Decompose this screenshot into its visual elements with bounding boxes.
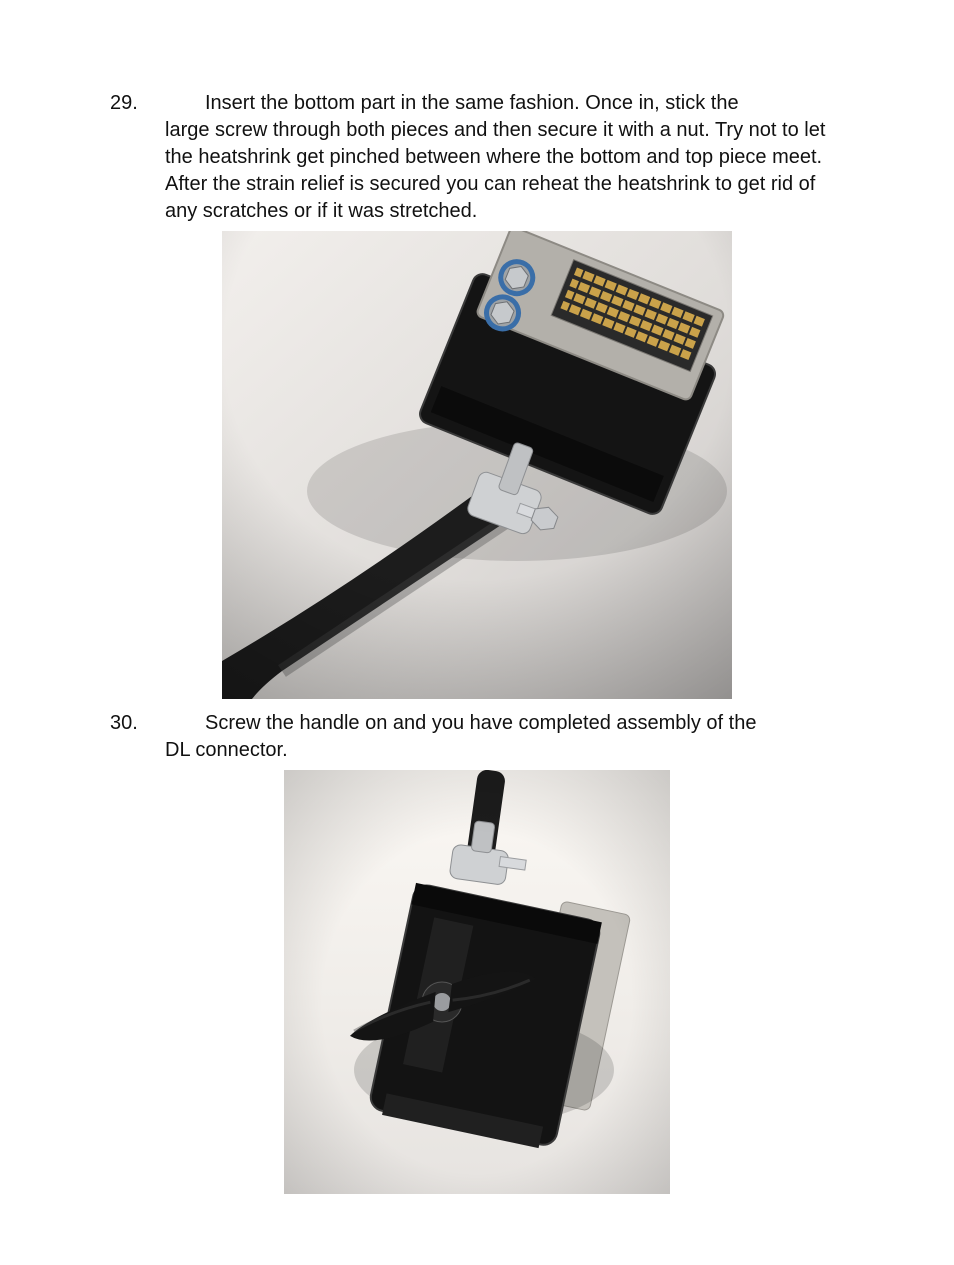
step-29-heading-row: 29. Insert the bottom part in the same f… [110,90,844,117]
figure-step-30 [110,770,844,1199]
step-29-first-line: Insert the bottom part in the same fashi… [171,90,844,117]
step-30-body: DL connector. [110,737,844,764]
step-30-first-line: Screw the handle on and you have complet… [171,710,844,737]
step-30-number: 30. [110,710,171,737]
step-29-body: large screw through both pieces and then… [110,117,844,225]
step-30-heading-row: 30. Screw the handle on and you have com… [110,710,844,737]
document-page: 29. Insert the bottom part in the same f… [0,0,954,1265]
figure-step-29 [110,231,844,704]
figure-step-29-image [222,231,732,699]
step-29-number: 29. [110,90,171,117]
instruction-step-29: 29. Insert the bottom part in the same f… [110,90,844,225]
instruction-step-30: 30. Screw the handle on and you have com… [110,710,844,764]
figure-step-30-image [284,770,670,1194]
